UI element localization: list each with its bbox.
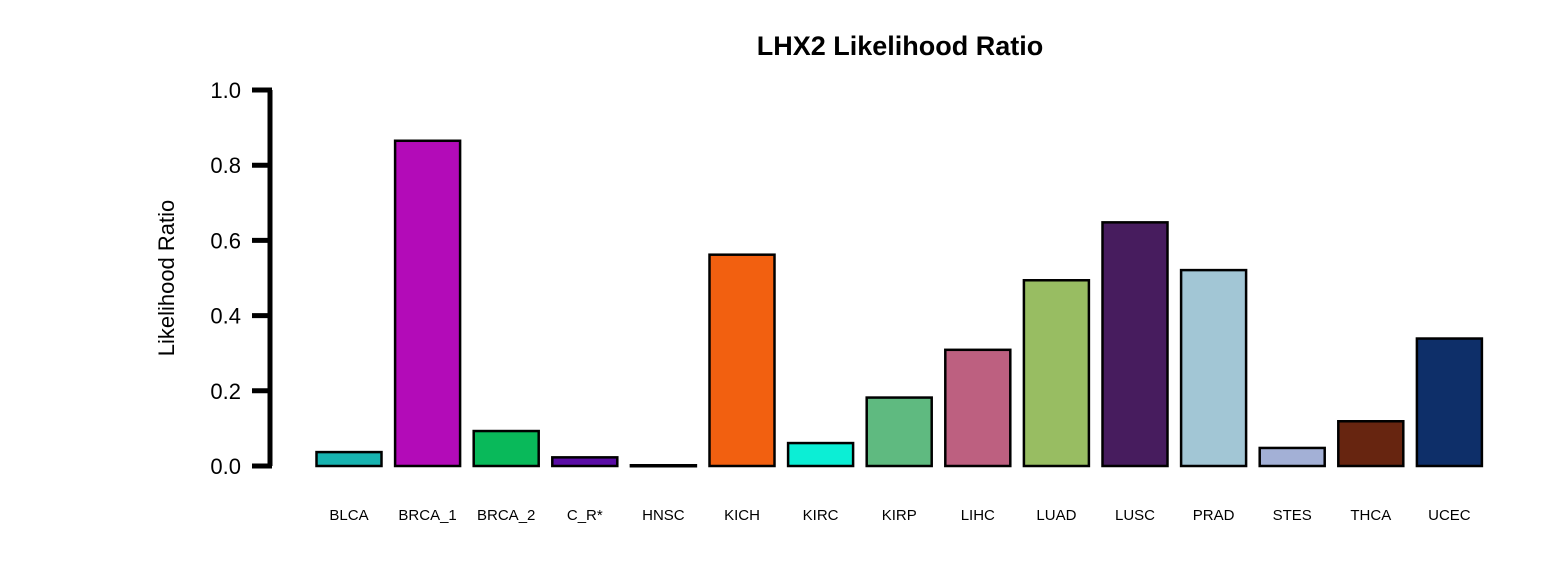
y-tick-label: 0.4 xyxy=(210,304,241,329)
y-tick-label: 0.2 xyxy=(210,379,241,404)
x-tick-label: C_R* xyxy=(567,507,603,524)
x-tick-label: BRCA_2 xyxy=(477,507,535,524)
x-tick-label: LUAD xyxy=(1036,507,1076,524)
bar-kirc xyxy=(786,441,855,468)
y-tick-label: 0.6 xyxy=(210,228,241,253)
x-tick-label: LIHC xyxy=(961,507,995,524)
x-tick-label: STES xyxy=(1273,507,1312,524)
y-tick-label: 1.0 xyxy=(210,78,241,103)
bar-c-r xyxy=(551,456,619,468)
x-tick-label: LUSC xyxy=(1115,507,1155,524)
y-tick-label: 0.0 xyxy=(210,454,241,479)
x-tick-label: UCEC xyxy=(1428,507,1471,524)
bar-lusc xyxy=(1101,221,1169,468)
x-tick-label: HNSC xyxy=(642,507,685,524)
bar-stes xyxy=(1258,446,1326,468)
bar-lihc xyxy=(944,348,1012,468)
y-axis: 0.0 0.2 0.4 0.6 0.8 1.0 xyxy=(210,78,273,479)
x-tick-label: PRAD xyxy=(1193,507,1235,524)
x-tick-label: BLCA xyxy=(329,507,368,524)
x-tick-label: KICH xyxy=(724,507,760,524)
bar-blca xyxy=(315,450,383,468)
bars-group xyxy=(315,139,1484,468)
x-tick-label: THCA xyxy=(1350,507,1391,524)
x-tick-label: KIRP xyxy=(882,507,917,524)
bar-prad xyxy=(1179,268,1248,468)
bar-ucec xyxy=(1415,337,1484,468)
chart-title: LHX2 Likelihood Ratio xyxy=(757,31,1044,61)
bar-brca-1 xyxy=(393,139,462,468)
bar-thca xyxy=(1337,420,1405,468)
bar-brca-2 xyxy=(472,429,540,468)
x-tick-label: KIRC xyxy=(803,507,839,524)
bar-kirp xyxy=(865,396,933,468)
y-tick-label: 0.8 xyxy=(210,153,241,178)
bar-kich xyxy=(708,253,776,468)
y-axis-label: Likelihood Ratio xyxy=(154,200,179,357)
x-tick-label: BRCA_1 xyxy=(398,507,456,524)
x-tick-labels: BLCA BRCA_1 BRCA_2 C_R* HNSC KICH KIRC KIRP LIHC… xyxy=(329,507,1470,524)
bar-hnsc xyxy=(629,463,698,468)
bar-luad xyxy=(1022,279,1091,468)
